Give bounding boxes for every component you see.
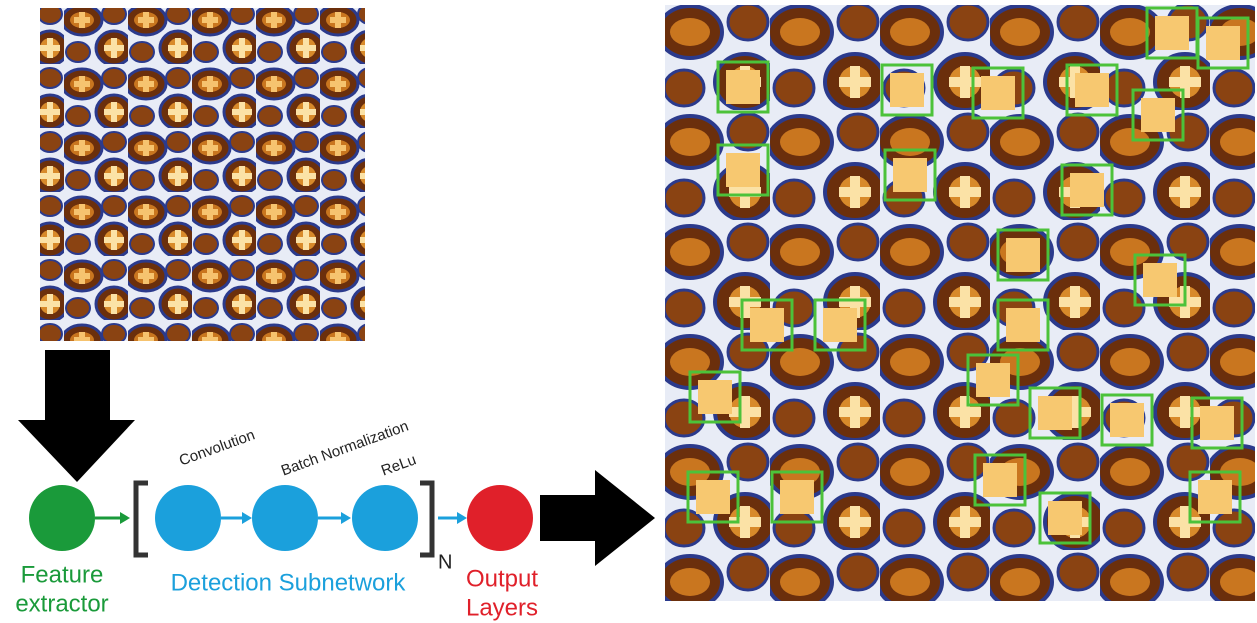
- right-bracket: [420, 483, 432, 555]
- grain-center: [1075, 73, 1109, 107]
- left-bracket: [136, 483, 148, 555]
- grain-center: [696, 480, 730, 514]
- grain-center: [1206, 26, 1240, 60]
- page: Convolution Batch Normalization ReLu N F…: [0, 0, 1257, 623]
- grain-center: [981, 76, 1015, 110]
- grain-center: [750, 308, 784, 342]
- layer-label: Convolution: [177, 426, 257, 469]
- arrowhead: [242, 512, 252, 524]
- down-arrow: [18, 350, 135, 482]
- grain-center: [893, 158, 927, 192]
- grain-center: [726, 153, 760, 187]
- grain-center: [1110, 403, 1144, 437]
- grain-center: [890, 73, 924, 107]
- grain-center: [1070, 173, 1104, 207]
- node-label: Layers: [466, 594, 538, 621]
- batch-norm-node: [252, 485, 318, 551]
- feature-extractor-node: [29, 485, 95, 551]
- grain-center: [823, 308, 857, 342]
- arrowhead: [120, 512, 130, 524]
- relu-node: [352, 485, 418, 551]
- grain-center: [1006, 308, 1040, 342]
- input-micrograph: [40, 8, 365, 341]
- grain-center: [1155, 16, 1189, 50]
- output-node: [467, 485, 533, 551]
- grain-center: [726, 70, 760, 104]
- grain-center: [1006, 238, 1040, 272]
- grain-center: [1143, 263, 1177, 297]
- node-label: Feature: [21, 561, 104, 588]
- diagram: Convolution Batch Normalization ReLu N F…: [0, 0, 1257, 623]
- grain-center: [1141, 98, 1175, 132]
- layer-label: ReLu: [379, 451, 419, 479]
- right-arrow: [540, 470, 655, 566]
- grain-center: [698, 380, 732, 414]
- arrowhead: [457, 512, 467, 524]
- grain-center: [976, 363, 1010, 397]
- grain-center: [1200, 406, 1234, 440]
- grain-center: [1038, 396, 1072, 430]
- node-label: Output: [466, 565, 538, 592]
- grain-center: [1198, 480, 1232, 514]
- grain-center: [983, 463, 1017, 497]
- convolution-node: [155, 485, 221, 551]
- node-label: extractor: [15, 590, 108, 617]
- arrowhead: [341, 512, 351, 524]
- grain-center: [1048, 501, 1082, 535]
- grain-center: [780, 480, 814, 514]
- node-label: Detection Subnetwork: [171, 569, 407, 596]
- repeat-label: N: [438, 551, 452, 573]
